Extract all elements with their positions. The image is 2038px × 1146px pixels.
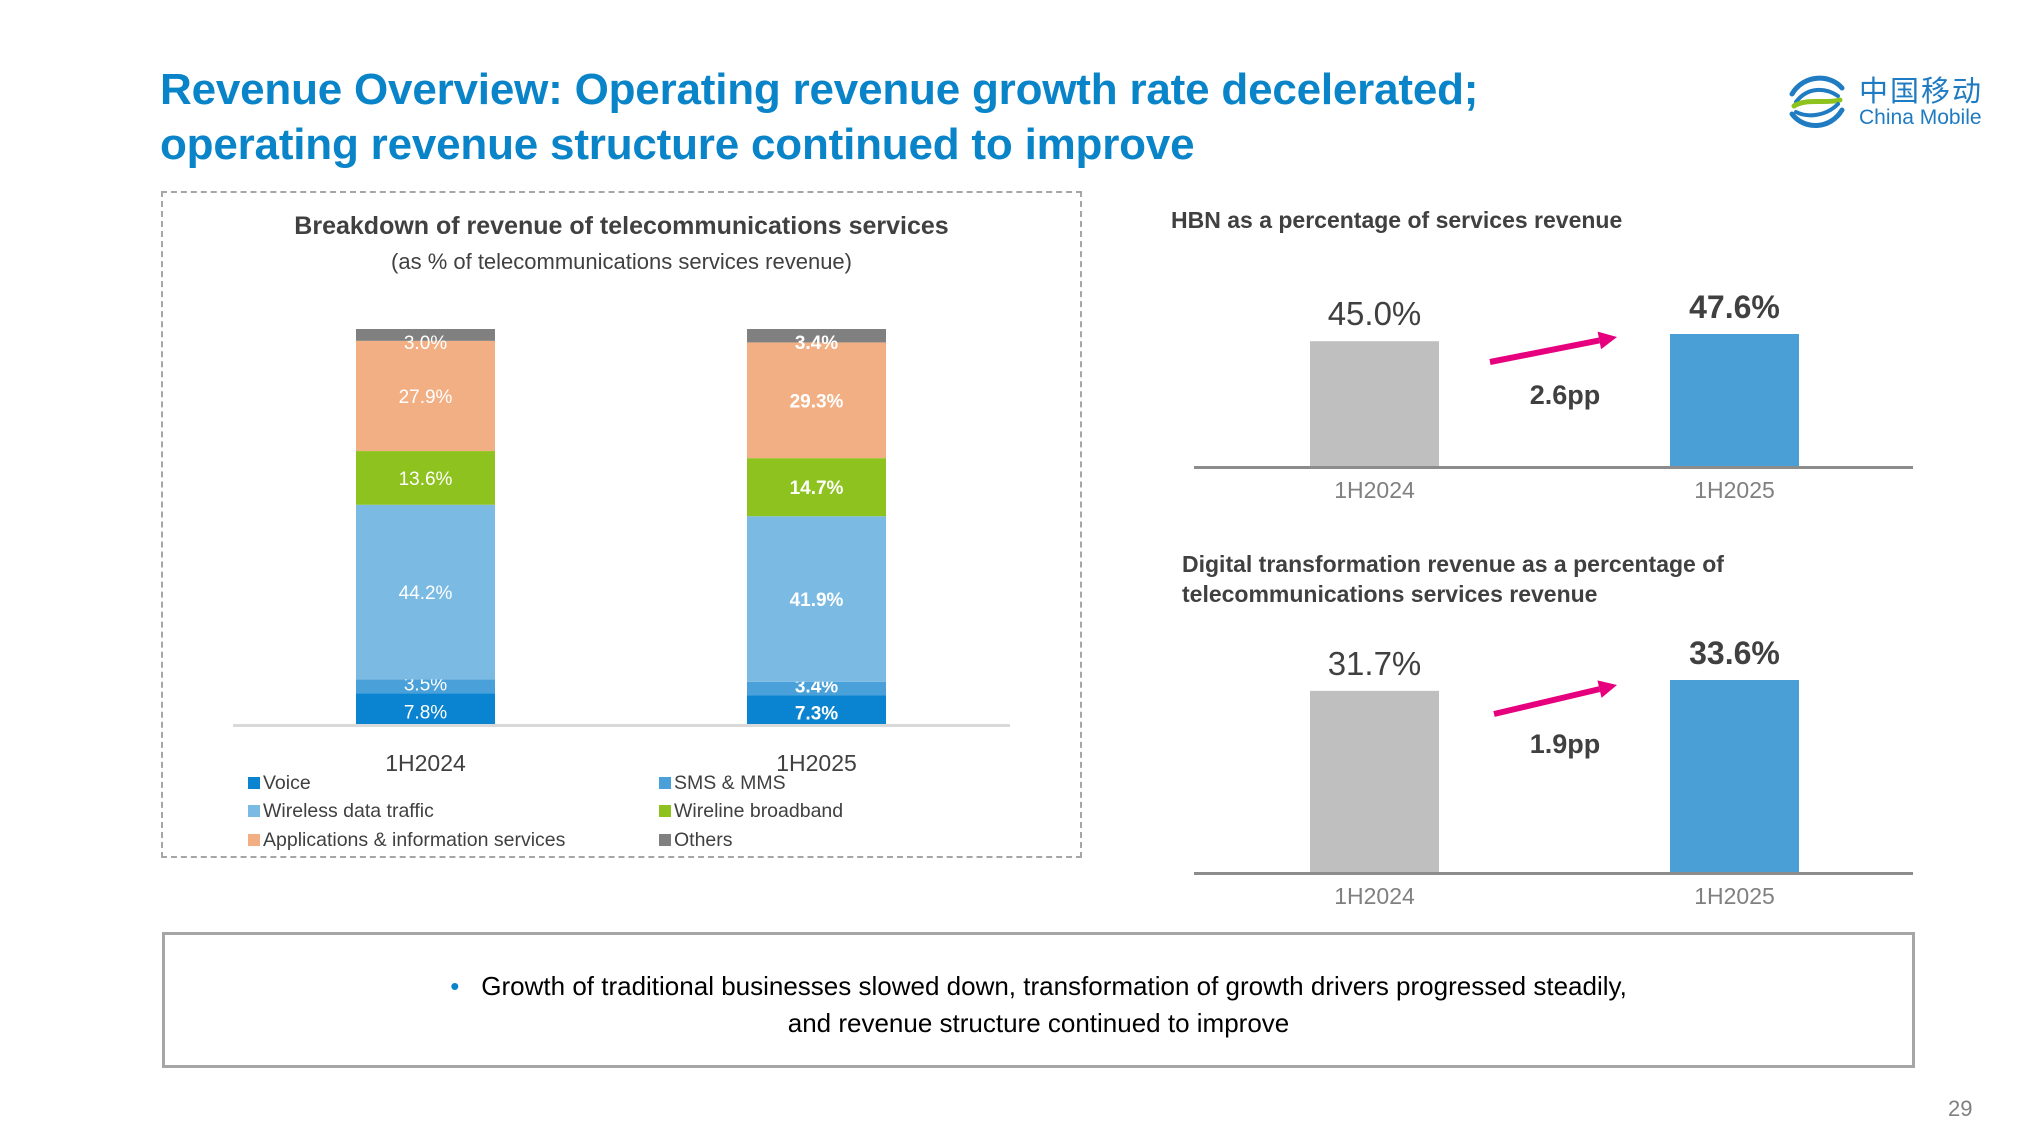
hbn-change-annotation: 2.6pp [1530, 380, 1601, 410]
legend-item-apps: Applications & information services [248, 829, 565, 852]
slide-title: Revenue Overview: Operating revenue grow… [160, 62, 1760, 172]
page-number: 29 [1948, 1096, 1973, 1121]
data-label-others-1H2025: 3.4% [795, 333, 838, 354]
dt-bar-1H2024 [1310, 690, 1439, 872]
dt-increase-arrow-icon [1493, 686, 1601, 717]
bar-segment-voice-1H2025 [747, 695, 886, 724]
hbn-value-label-1H2025: 47.6% [1689, 289, 1780, 325]
bar-segment-others-1H2024 [356, 329, 495, 341]
hbn-bar-1H2024 [1310, 341, 1439, 466]
dt-change-annotation: 1.9pp [1530, 729, 1601, 759]
legend-swatch-wireless [248, 805, 260, 817]
legend-item-voice: Voice [248, 772, 311, 795]
bar-segment-sms-1H2024 [356, 679, 495, 694]
bar-segment-voice-1H2024 [356, 693, 495, 724]
slide-title-line1: Revenue Overview: Operating revenue grow… [160, 65, 1479, 114]
data-label-others-1H2024: 3.0% [404, 333, 447, 354]
data-label-voice-1H2025: 7.3% [795, 704, 838, 725]
legend-swatch-apps [248, 834, 260, 846]
bar-segment-wireless-1H2024 [356, 504, 495, 680]
bar-segment-apps-1H2024 [356, 340, 495, 452]
data-label-wireline-1H2025: 14.7% [790, 478, 844, 499]
legend-swatch-others [659, 834, 671, 846]
bar-segment-wireless-1H2025 [747, 516, 886, 682]
dt-chart-title-line1: Digital transformation revenue as a perc… [1182, 551, 1724, 577]
legend-label-others: Others [674, 829, 733, 851]
logo-english-text: China Mobile [1859, 106, 1982, 129]
data-label-apps-1H2024: 27.9% [399, 387, 453, 408]
bar-segment-sms-1H2025 [747, 681, 886, 696]
bar-segment-wireline-1H2025 [747, 458, 886, 517]
dt-bar-1H2025 [1670, 680, 1799, 872]
legend-swatch-sms [659, 777, 671, 789]
legend-swatch-wireline [659, 805, 671, 817]
summary-line2: and revenue structure continued to impro… [787, 1008, 1290, 1038]
dt-value-label-1H2025: 33.6% [1689, 635, 1780, 671]
hbn-arrowhead-icon [1597, 331, 1617, 350]
breakdown-chart-frame [161, 191, 1082, 858]
china-mobile-logo-icon [1789, 75, 1845, 128]
breakdown-chart-title: Breakdown of revenue of telecommunicatio… [294, 212, 949, 240]
dt-x-tick-label-1H2025: 1H2025 [1694, 883, 1775, 909]
data-label-wireless-1H2025: 41.9% [790, 590, 844, 611]
summary-text: • Growth of traditional businesses slowed… [162, 968, 1915, 1042]
legend-label-wireless: Wireless data traffic [263, 800, 434, 822]
data-label-wireline-1H2024: 13.6% [399, 469, 453, 490]
data-label-sms-1H2024: 3.5% [404, 674, 447, 695]
hbn-bar-1H2025 [1670, 334, 1799, 466]
bar-segment-apps-1H2025 [747, 342, 886, 459]
x-tick-label-1H2025: 1H2025 [776, 750, 857, 776]
legend-label-voice: Voice [263, 772, 311, 794]
hbn-x-tick-label-1H2024: 1H2024 [1334, 477, 1415, 503]
summary-box [162, 932, 1915, 1068]
legend-swatch-voice [248, 777, 260, 789]
dt-chart-title-line2: telecommunications services revenue [1182, 581, 1598, 607]
bar-segment-others-1H2025 [747, 329, 886, 343]
data-label-apps-1H2025: 29.3% [790, 391, 844, 412]
legend-label-sms: SMS & MMS [674, 772, 786, 794]
hbn-x-tick-label-1H2025: 1H2025 [1694, 477, 1775, 503]
legend-label-wireline: Wireline broadband [674, 800, 844, 822]
legend-item-others: Others [659, 829, 733, 852]
hbn-value-label-1H2024: 45.0% [1328, 295, 1422, 332]
bar-segment-wireline-1H2024 [356, 451, 495, 505]
breakdown-chart-subtitle: (as % of telecommunications services rev… [391, 249, 852, 274]
x-tick-label-1H2024: 1H2024 [385, 750, 466, 776]
hbn-chart-title: HBN as a percentage of services revenue [1171, 207, 1623, 233]
summary-line1: Growth of traditional businesses slowed … [481, 971, 1627, 1001]
legend-item-wireless: Wireless data traffic [248, 800, 434, 823]
bullet-icon: • [450, 971, 460, 1001]
dt-x-tick-label-1H2024: 1H2024 [1334, 883, 1415, 909]
legend-item-sms: SMS & MMS [659, 772, 786, 795]
data-label-voice-1H2024: 7.8% [404, 703, 447, 724]
dt-value-label-1H2024: 31.7% [1328, 645, 1422, 682]
logo-chinese-text: 中国移动 [1859, 74, 1984, 108]
dt-arrowhead-icon [1597, 680, 1617, 698]
china-mobile-logo: 中国移动 China Mobile [1782, 66, 2002, 138]
legend-item-wireline: Wireline broadband [659, 800, 843, 823]
data-label-wireless-1H2024: 44.2% [399, 583, 453, 604]
dt-chart-title: Digital transformation revenue as a perc… [1182, 549, 1724, 609]
slide-title-line2: operating revenue structure continued to… [160, 120, 1195, 169]
legend-label-apps: Applications & information services [263, 829, 566, 851]
hbn-increase-arrow-icon [1489, 337, 1600, 365]
